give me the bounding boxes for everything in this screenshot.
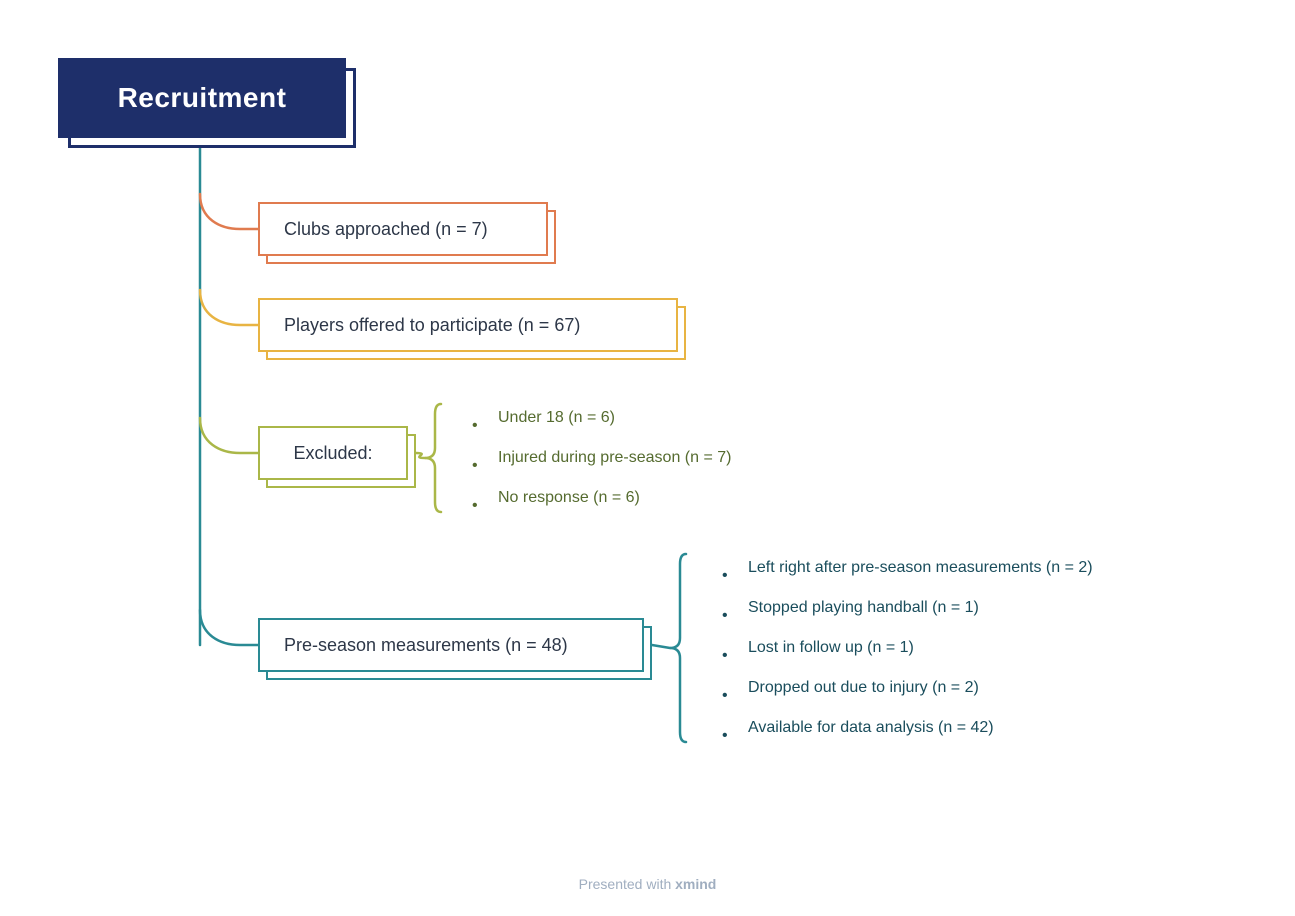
- footer-prefix: Presented with: [579, 876, 676, 892]
- footer-brand: xmind: [675, 876, 716, 892]
- bullet-item: Stopped playing handball (n = 1): [710, 588, 1093, 628]
- node-excluded: Excluded:: [258, 426, 408, 480]
- node-players: Players offered to participate (n = 67): [258, 298, 678, 352]
- bullet-item: Dropped out due to injury (n = 2): [710, 668, 1093, 708]
- node-preseason: Pre-season measurements (n = 48): [258, 618, 644, 672]
- footer-credit: Presented with xmind: [579, 876, 717, 892]
- bullet-item: Under 18 (n = 6): [460, 398, 731, 438]
- bullet-item: Left right after pre-season measurements…: [710, 548, 1093, 588]
- bullet-item: Available for data analysis (n = 42): [710, 708, 1093, 748]
- bullet-item: No response (n = 6): [460, 478, 731, 518]
- bullet-item: Injured during pre-season (n = 7): [460, 438, 731, 478]
- root-node: Recruitment: [58, 58, 346, 138]
- bullet-item: Lost in follow up (n = 1): [710, 628, 1093, 668]
- bullets-preseason: Left right after pre-season measurements…: [710, 548, 1093, 748]
- bullets-excluded: Under 18 (n = 6)Injured during pre-seaso…: [460, 398, 731, 518]
- node-clubs: Clubs approached (n = 7): [258, 202, 548, 256]
